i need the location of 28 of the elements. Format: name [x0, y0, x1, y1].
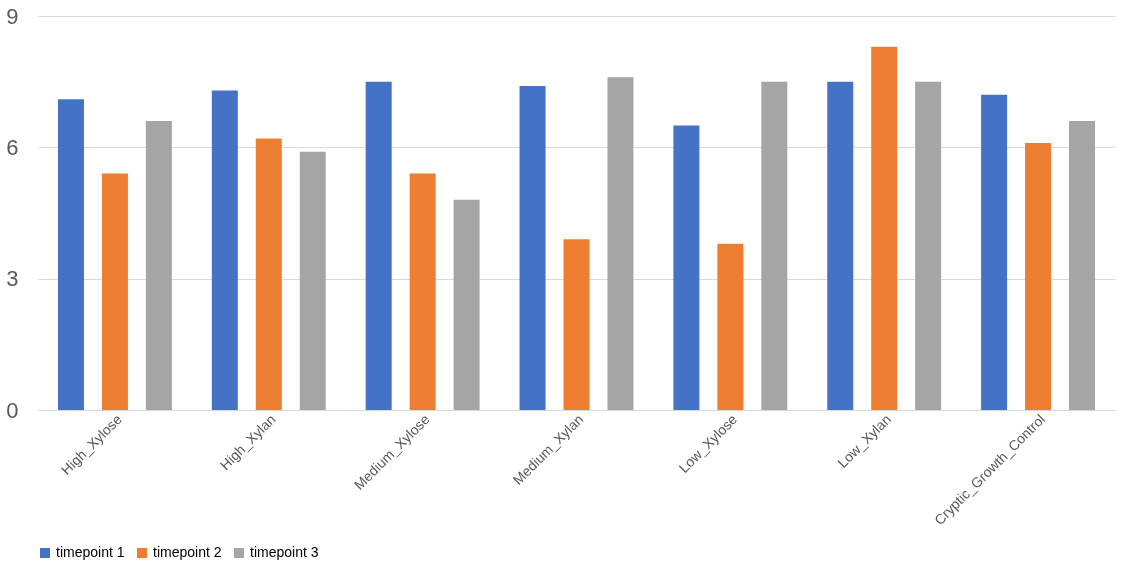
- bar: [409, 173, 436, 410]
- bar: [607, 77, 634, 410]
- bar: [1069, 121, 1096, 410]
- bar: [563, 239, 590, 410]
- bar: [1025, 142, 1052, 410]
- y-tick-label: 9: [6, 3, 19, 29]
- bar: [827, 81, 854, 410]
- bar: [453, 199, 480, 410]
- bar: [255, 138, 282, 410]
- bar: [299, 151, 326, 410]
- bar: [211, 90, 238, 410]
- bar: [871, 46, 898, 410]
- y-tick-label: 0: [6, 397, 19, 423]
- bar: [761, 81, 788, 410]
- bar: [101, 173, 128, 410]
- legend-label: timepoint 3: [250, 544, 319, 560]
- bar: [981, 94, 1008, 410]
- bar: [57, 99, 84, 410]
- bar: [519, 86, 546, 410]
- y-tick-label: 6: [6, 134, 19, 160]
- bar: [673, 125, 700, 410]
- bar: [145, 121, 172, 410]
- y-tick-label: 3: [6, 266, 19, 292]
- bar: [915, 81, 942, 410]
- bar: [717, 243, 744, 410]
- legend-label: timepoint 1: [56, 544, 125, 560]
- legend-label: timepoint 2: [153, 544, 222, 560]
- bar: [365, 81, 392, 410]
